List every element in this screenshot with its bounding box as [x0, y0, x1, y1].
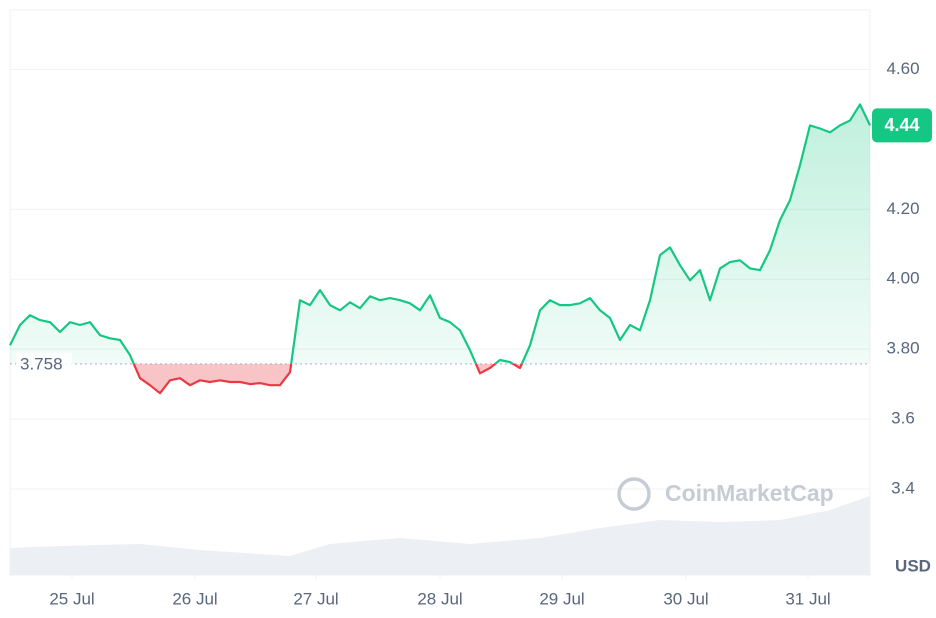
current-price-label: 4.44 [884, 115, 919, 135]
baseline-label: 3.758 [20, 354, 63, 373]
x-tick-label: 28 Jul [417, 589, 462, 608]
x-tick-label: 25 Jul [49, 589, 94, 608]
y-tick-label: 4.00 [886, 269, 919, 288]
x-tick-label: 26 Jul [172, 589, 217, 608]
x-tick-label: 27 Jul [293, 589, 338, 608]
price-line [9, 103, 871, 395]
x-tick-label: 31 Jul [785, 589, 830, 608]
x-tick-label: 29 Jul [539, 589, 584, 608]
watermark: CoinMarketCap [665, 480, 834, 506]
y-tick-label: 4.60 [886, 59, 919, 78]
baseline-label-bg [16, 352, 72, 375]
price-area [10, 104, 870, 394]
watermark-logo [617, 477, 651, 511]
x-tick-label: 30 Jul [663, 589, 708, 608]
current-price-badge [872, 108, 932, 143]
y-tick-label: 3.80 [886, 339, 919, 358]
marks: 3.758 4.44 [9, 103, 932, 395]
y-tick-label: 3.6 [891, 409, 915, 428]
y-tick-label: 4.20 [886, 199, 919, 218]
y-unit: USD [895, 556, 931, 575]
volume-area [10, 496, 870, 575]
y-tick-label: 3.4 [891, 478, 915, 497]
